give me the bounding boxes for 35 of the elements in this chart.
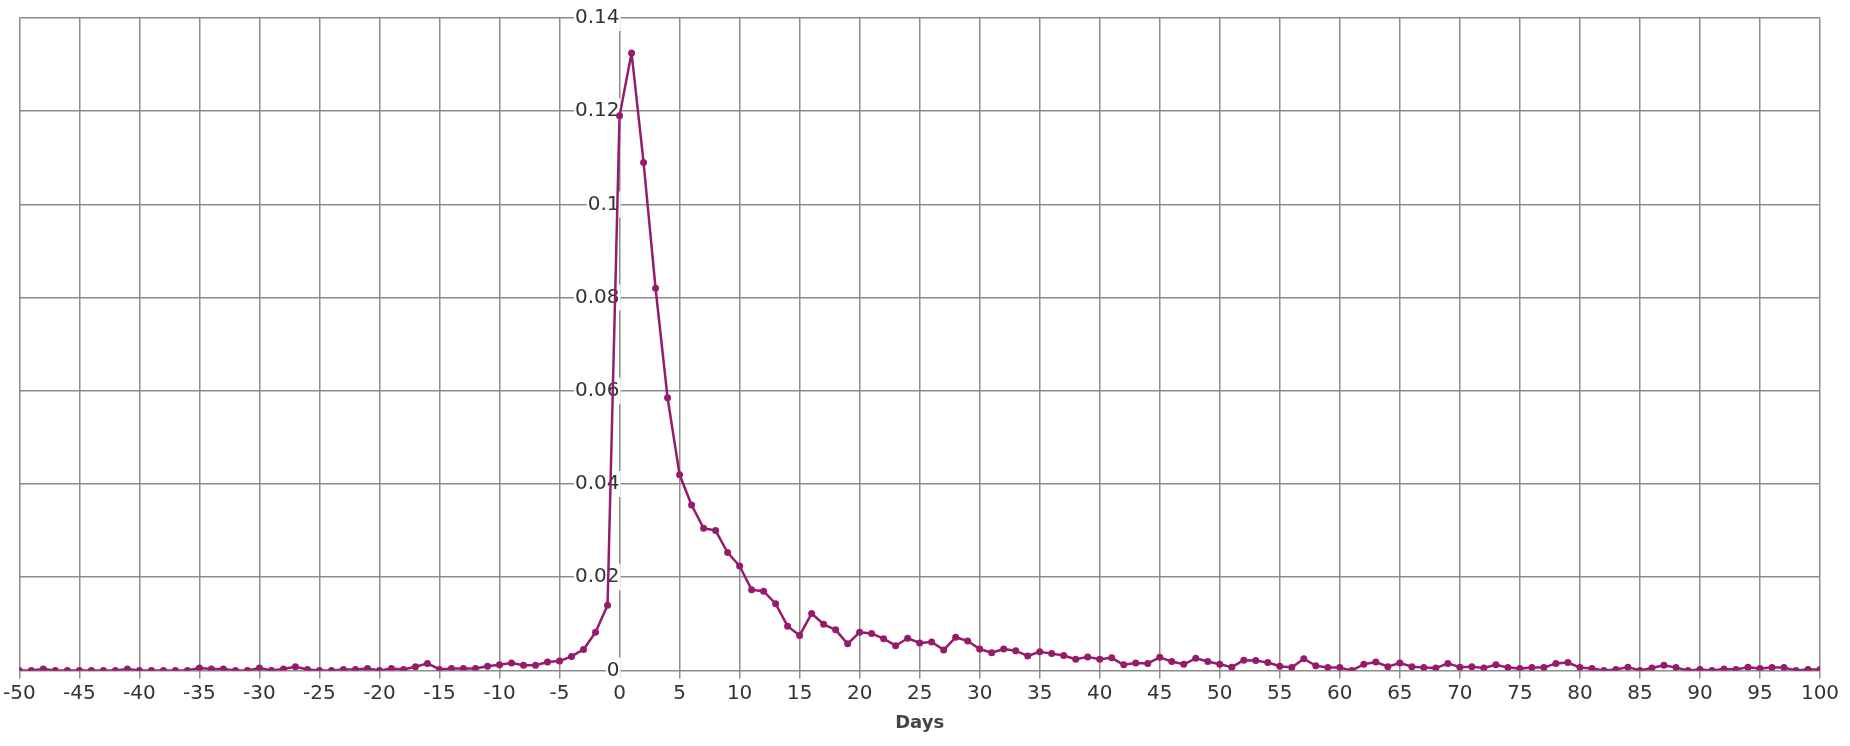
x-tick-label: -20 xyxy=(363,679,396,704)
x-tick-label: 20 xyxy=(846,679,873,704)
x-tick-label: -45 xyxy=(63,679,96,704)
x-tick-label: 70 xyxy=(1447,679,1473,704)
x-tick-label: -30 xyxy=(243,679,276,704)
x-tick-label: -10 xyxy=(483,679,516,704)
x-tick-label: -15 xyxy=(423,679,456,704)
x-tick-label: 15 xyxy=(786,679,813,704)
x-tick-label: 65 xyxy=(1387,679,1413,704)
x-tick-label: 30 xyxy=(966,679,993,704)
y-tick-label: 0.12 xyxy=(575,97,620,122)
x-tick-label: 75 xyxy=(1507,679,1533,704)
x-tick-label: 55 xyxy=(1267,679,1293,704)
x-tick-label: 95 xyxy=(1747,679,1773,704)
x-tick-label: -35 xyxy=(183,679,216,704)
x-tick-label: 85 xyxy=(1627,679,1653,704)
x-tick-label: -25 xyxy=(303,679,336,704)
x-tick-label: 100 xyxy=(1800,679,1840,704)
x-tick-label: 60 xyxy=(1327,679,1353,704)
x-axis-title: Days xyxy=(895,710,945,732)
x-tick-label: 10 xyxy=(726,679,753,704)
x-tick-label: 25 xyxy=(906,679,933,704)
x-tick-label: -50 xyxy=(3,679,36,704)
x-tick-label: -5 xyxy=(549,679,570,704)
x-tick-label: 50 xyxy=(1207,679,1233,704)
x-tick-label: 5 xyxy=(673,679,686,704)
x-tick-label: 40 xyxy=(1087,679,1113,704)
x-tick-label: 80 xyxy=(1567,679,1593,704)
x-tick-label: 35 xyxy=(1026,679,1053,704)
y-tick-label: 0.14 xyxy=(575,4,620,29)
y-tick-label: 0 xyxy=(606,656,620,681)
x-tick-label: -40 xyxy=(123,679,156,704)
y-tick-label: 0.1 xyxy=(587,190,620,215)
x-tick-label: 45 xyxy=(1147,679,1173,704)
x-tick-label: 90 xyxy=(1687,679,1713,704)
